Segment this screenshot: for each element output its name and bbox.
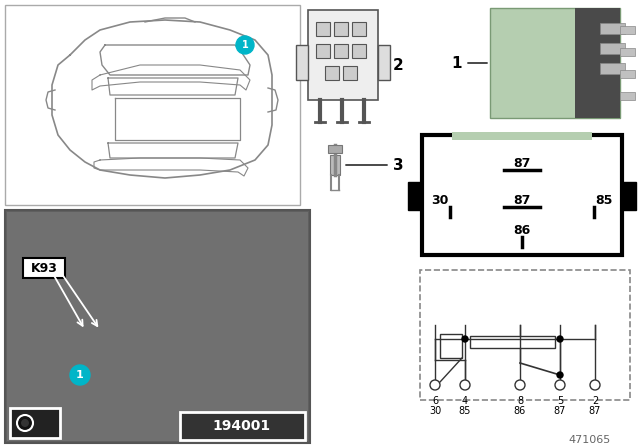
- Bar: [620, 70, 635, 78]
- Bar: [316, 44, 330, 58]
- Circle shape: [430, 380, 440, 390]
- Bar: [23, 258, 65, 278]
- Text: 2: 2: [592, 396, 598, 406]
- Text: 87: 87: [589, 406, 601, 416]
- Circle shape: [557, 336, 563, 342]
- Text: 8: 8: [517, 396, 523, 406]
- Circle shape: [236, 36, 254, 54]
- Circle shape: [460, 380, 470, 390]
- Bar: [296, 45, 308, 80]
- Circle shape: [21, 419, 29, 427]
- Bar: [622, 182, 636, 210]
- Bar: [440, 334, 462, 358]
- Text: 30: 30: [431, 194, 449, 207]
- Bar: [620, 26, 635, 34]
- Text: 1: 1: [76, 370, 84, 380]
- Bar: [5, 5, 300, 205]
- Text: 2: 2: [393, 57, 404, 73]
- Bar: [10, 408, 60, 438]
- Bar: [316, 22, 330, 36]
- Text: 87: 87: [513, 194, 531, 207]
- Text: 6: 6: [432, 396, 438, 406]
- Bar: [420, 270, 630, 400]
- Bar: [352, 22, 366, 36]
- Bar: [452, 132, 592, 140]
- Circle shape: [555, 380, 565, 390]
- Bar: [600, 43, 625, 54]
- Text: 30: 30: [429, 406, 441, 416]
- Bar: [334, 44, 348, 58]
- Bar: [308, 10, 378, 100]
- Text: 1: 1: [451, 56, 462, 70]
- Bar: [620, 48, 635, 56]
- Bar: [325, 66, 339, 80]
- Circle shape: [70, 365, 90, 385]
- Text: 4: 4: [462, 396, 468, 406]
- Bar: [334, 22, 348, 36]
- Text: 87: 87: [554, 406, 566, 416]
- Text: 85: 85: [595, 194, 612, 207]
- Circle shape: [17, 415, 33, 431]
- Bar: [422, 135, 622, 255]
- Bar: [620, 92, 635, 100]
- Bar: [328, 145, 342, 153]
- Bar: [343, 66, 357, 80]
- Circle shape: [462, 336, 468, 342]
- Bar: [408, 182, 422, 210]
- Bar: [7, 212, 308, 441]
- Text: 85: 85: [459, 406, 471, 416]
- Text: 3: 3: [393, 158, 404, 172]
- Text: 471065: 471065: [569, 435, 611, 445]
- Circle shape: [557, 372, 563, 378]
- Bar: [352, 44, 366, 58]
- Bar: [330, 155, 340, 175]
- Bar: [5, 210, 310, 443]
- Bar: [378, 45, 390, 80]
- Bar: [600, 63, 625, 74]
- Circle shape: [590, 380, 600, 390]
- Bar: [490, 8, 620, 118]
- Text: 86: 86: [513, 224, 531, 237]
- Bar: [180, 412, 305, 440]
- Text: 86: 86: [514, 406, 526, 416]
- Bar: [470, 336, 555, 348]
- Circle shape: [515, 380, 525, 390]
- Text: 87: 87: [513, 156, 531, 169]
- Bar: [600, 23, 625, 34]
- Text: K93: K93: [31, 262, 58, 275]
- Text: 194001: 194001: [213, 419, 271, 433]
- Text: 1: 1: [242, 40, 248, 50]
- Bar: [575, 8, 620, 118]
- Text: 5: 5: [557, 396, 563, 406]
